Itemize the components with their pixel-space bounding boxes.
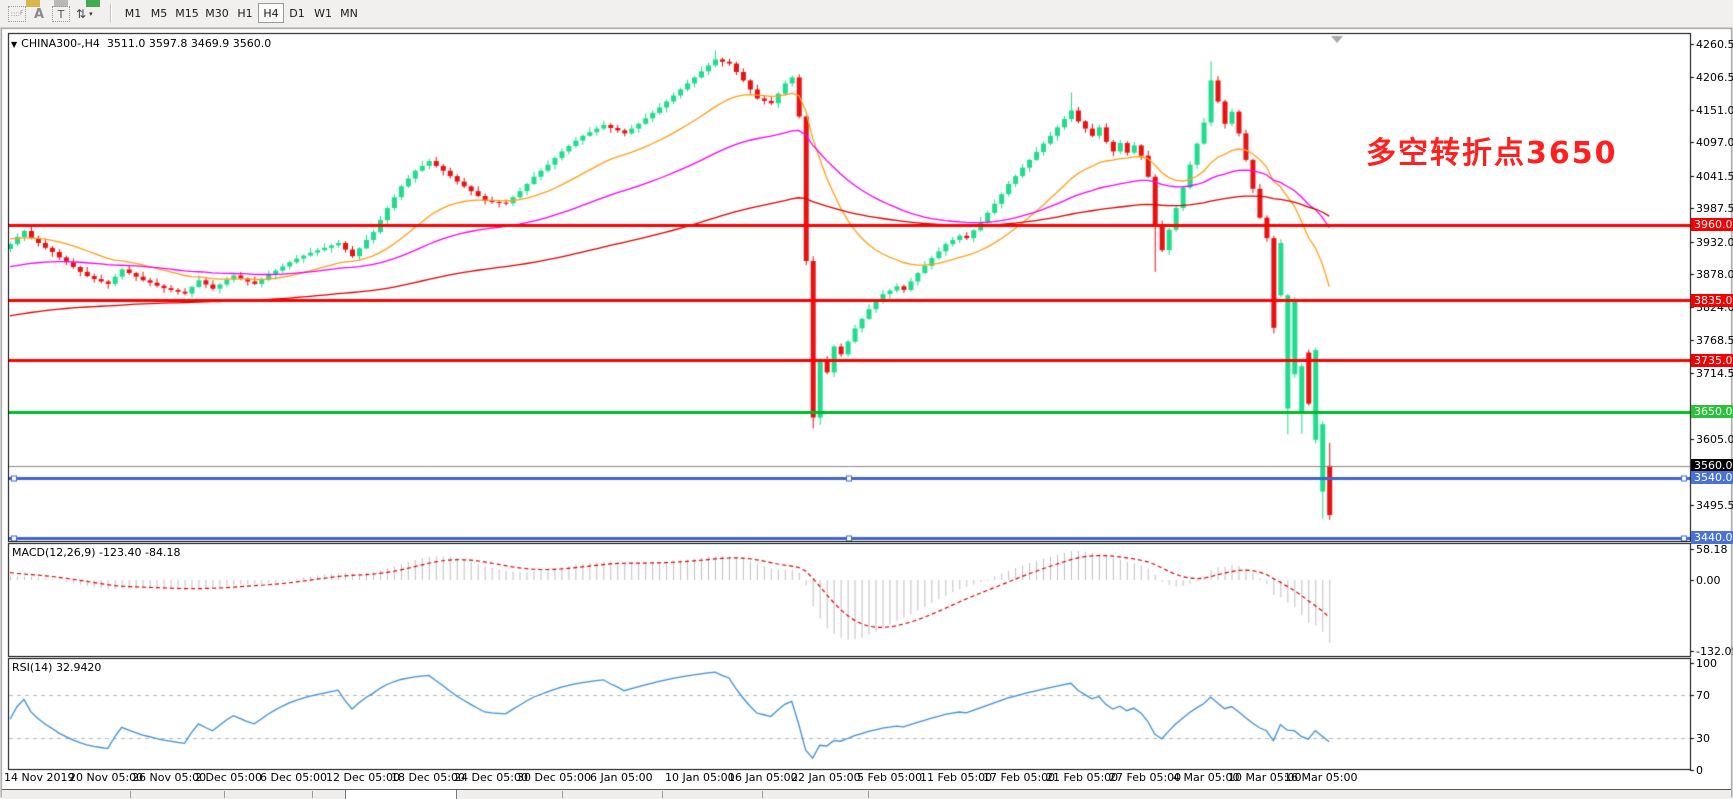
rsi-tick-label: 0 xyxy=(1696,764,1703,777)
objects-dropdown-caret[interactable]: ▾ xyxy=(89,10,93,18)
cut-icon-yellow xyxy=(26,0,40,7)
timeframe-button-w1[interactable]: W1 xyxy=(314,6,332,20)
macd-tick-label: 58.18 xyxy=(1696,542,1728,556)
chart-tabs-strip[interactable] xyxy=(2,789,1731,799)
rsi-tick-label: 100 xyxy=(1696,657,1717,670)
price-tick-label: 3987.5 xyxy=(1696,202,1733,216)
toolbar-separator xyxy=(110,4,112,23)
chart-title: ▼ CHINA300-,H4 3511.0 3597.8 3469.9 3560.… xyxy=(11,37,271,50)
indicators-grid-icon[interactable]: :::: F xyxy=(8,5,26,23)
date-label: 26 Nov 05:00 xyxy=(132,771,207,784)
date-label: 24 Dec 05:00 xyxy=(454,771,528,784)
price-badge-3560.0: 3560.0 xyxy=(1691,459,1733,473)
macd-tick-label: -132.05 xyxy=(1696,645,1733,659)
date-label: 14 Nov 2019 xyxy=(4,771,75,784)
date-label: 21 Feb 05:00 xyxy=(1046,771,1119,784)
timeframe-button-m15[interactable]: M15 xyxy=(175,6,199,20)
price-tick-label: 4097.0 xyxy=(1696,136,1733,150)
timeframe-button-h1[interactable]: H1 xyxy=(237,6,253,20)
tab-separator xyxy=(868,791,869,798)
timeframe-button-m5[interactable]: M5 xyxy=(150,6,168,20)
price-tick-label: 4206.5 xyxy=(1696,70,1733,84)
price-tick-label: 3605.0 xyxy=(1696,432,1733,446)
price-badge-3540.0: 3540.0 xyxy=(1691,471,1733,485)
timeframe-button-mn[interactable]: MN xyxy=(340,6,358,20)
date-label: 27 Feb 05:00 xyxy=(1109,771,1182,784)
timeframe-button-d1[interactable]: D1 xyxy=(289,6,305,20)
cut-icon-gray xyxy=(54,0,68,7)
text-a-icon[interactable]: A xyxy=(34,6,45,22)
price-tick-label: 4151.0 xyxy=(1696,103,1733,117)
timeframe-button-m1[interactable]: M1 xyxy=(124,6,142,20)
price-badge-3650.0: 3650.0 xyxy=(1691,405,1733,419)
tab-separator xyxy=(762,791,763,798)
timeframe-button-h4[interactable]: H4 xyxy=(258,3,284,23)
date-label: 18 Dec 05:00 xyxy=(391,771,465,784)
toolbar: :::: F A T ⇅ ▾ M1 M5 M15 M30 H1 H4 D1 W1 MN xyxy=(0,0,1733,28)
date-label: 11 Feb 05:00 xyxy=(920,771,993,784)
date-label: 4 Mar 05:00 xyxy=(1173,771,1240,784)
price-tick-label: 4041.5 xyxy=(1696,169,1733,183)
date-label: 16 Mar 05:00 xyxy=(1284,771,1358,784)
tab-separator xyxy=(312,791,313,798)
date-label: 6 Dec 05:00 xyxy=(260,771,327,784)
date-label: 16 Jan 05:00 xyxy=(728,771,798,784)
chart-symbol-label: CHINA300-,H4 xyxy=(21,37,100,50)
tab-separator xyxy=(662,791,663,798)
price-badge-3960.0: 3960.0 xyxy=(1691,218,1733,232)
tab-separator xyxy=(224,791,225,798)
date-label: 20 Nov 05:00 xyxy=(69,771,144,784)
objects-cursor-icon[interactable]: ⇅ ▾ xyxy=(76,7,93,21)
price-tick-label: 3495.5 xyxy=(1696,498,1733,512)
active-chart-tab[interactable] xyxy=(345,790,457,799)
timeframe-button-m30[interactable]: M30 xyxy=(205,6,229,20)
price-badge-3440.0: 3440.0 xyxy=(1691,531,1733,545)
price-tick-label: 3878.0 xyxy=(1696,268,1733,282)
price-tick-label: 4260.5 xyxy=(1696,38,1733,51)
macd-label: MACD(12,26,9) -123.40 -84.18 xyxy=(12,546,181,559)
annotation-text[interactable]: 多空转折点3650 xyxy=(1366,136,1618,171)
rsi-label: RSI(14) 32.9420 xyxy=(12,661,102,674)
price-badge-3735.0: 3735.0 xyxy=(1691,353,1733,367)
price-tick-label: 3768.5 xyxy=(1696,334,1733,348)
date-label: 12 Dec 05:00 xyxy=(326,771,400,784)
tab-separator xyxy=(562,791,563,798)
date-label: 30 Dec 05:00 xyxy=(517,771,591,784)
macd-tick-label: 0.00 xyxy=(1696,574,1721,587)
date-label: 2 Dec 05:00 xyxy=(195,771,262,784)
date-label: 17 Feb 05:00 xyxy=(983,771,1056,784)
rsi-tick-label: 70 xyxy=(1696,689,1710,703)
date-label: 6 Jan 05:00 xyxy=(590,771,653,784)
price-badge-3835.0: 3835.0 xyxy=(1691,293,1733,307)
chart-dropdown-icon[interactable]: ▼ xyxy=(11,40,18,49)
rsi-tick-label: 30 xyxy=(1696,731,1710,745)
tab-separator xyxy=(130,791,131,798)
chart-ohlc-values: 3511.0 3597.8 3469.9 3560.0 xyxy=(106,37,272,50)
cut-icon-green xyxy=(86,0,100,7)
price-tick-label: 3932.0 xyxy=(1696,235,1733,249)
date-label: 10 Jan 05:00 xyxy=(665,771,735,784)
date-label: 10 Mar 05:00 xyxy=(1228,771,1302,784)
date-label: 22 Jan 05:00 xyxy=(791,771,861,784)
date-label: 5 Feb 05:00 xyxy=(857,771,923,784)
text-box-icon[interactable]: T xyxy=(52,5,70,23)
price-tick-label: 3714.5 xyxy=(1696,366,1733,380)
